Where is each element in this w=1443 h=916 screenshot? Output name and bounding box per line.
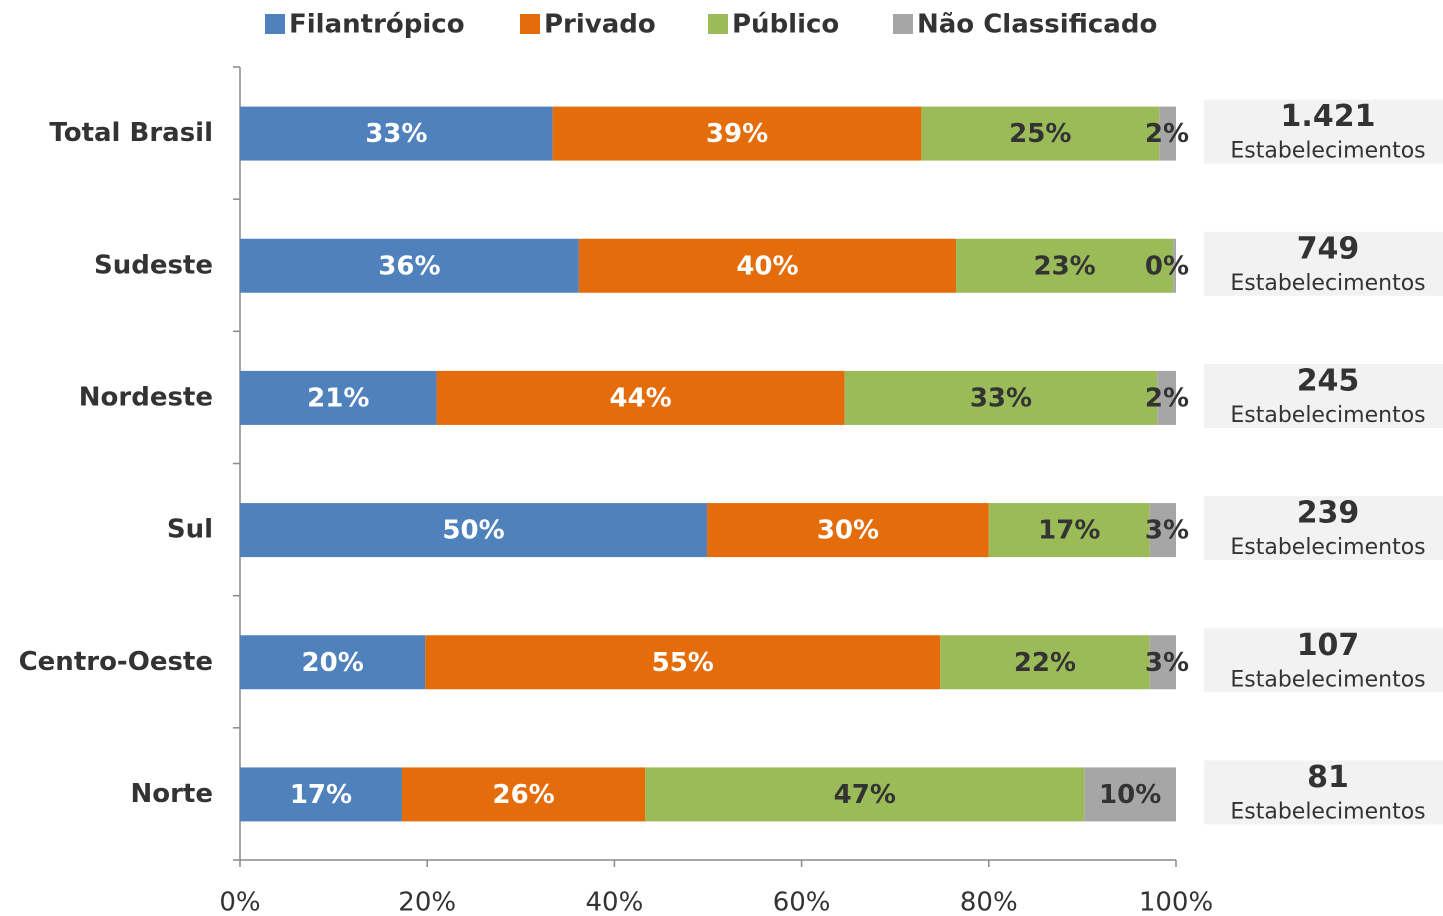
category-label: Sudeste — [94, 250, 213, 280]
total-unit: Estabelecimentos — [1230, 799, 1425, 824]
bar-value-label: 33% — [365, 119, 427, 149]
legend-label: Público — [732, 10, 839, 40]
bar-value-label: 2% — [1145, 383, 1189, 413]
bar-segment — [425, 635, 941, 690]
x-tick-label: 80% — [960, 888, 1018, 916]
total-value: 239 — [1297, 496, 1360, 531]
total-box — [1204, 99, 1443, 164]
bar-segment — [645, 767, 1085, 822]
legend-swatch — [265, 14, 285, 34]
bar-value-label: 2% — [1145, 119, 1189, 149]
bar-segment — [1084, 767, 1176, 822]
bar-segment — [552, 106, 922, 161]
legend-label: Não Classificado — [917, 10, 1157, 40]
bar-segment — [1149, 635, 1176, 690]
bar-value-label: 23% — [1033, 251, 1095, 281]
bar-segment — [921, 106, 1160, 161]
bar-segment — [1159, 106, 1176, 161]
bar-value-label: 40% — [736, 251, 798, 281]
bar-segment — [578, 238, 957, 293]
bar-segment — [436, 370, 845, 425]
bar-value-label: 21% — [307, 383, 369, 413]
category-label: Total Brasil — [49, 118, 213, 148]
legend-label: Filantrópico — [289, 10, 465, 40]
bar-segment — [240, 635, 426, 690]
x-tick-label: 40% — [586, 888, 644, 916]
bar-segment — [956, 238, 1174, 293]
bar-value-label: 10% — [1099, 780, 1161, 810]
total-value: 81 — [1307, 760, 1349, 795]
total-unit: Estabelecimentos — [1230, 535, 1425, 560]
bar-value-label: 33% — [970, 383, 1032, 413]
bar-value-label: 26% — [492, 780, 554, 810]
bar-segment — [240, 503, 708, 558]
x-tick-label: 100% — [1139, 888, 1213, 916]
bar-value-label: 3% — [1145, 516, 1189, 546]
total-box — [1204, 363, 1443, 428]
bar-value-label: 47% — [834, 780, 896, 810]
total-value: 107 — [1297, 628, 1360, 663]
legend-swatch — [893, 14, 913, 34]
bar-value-label: 55% — [652, 648, 714, 678]
bar-value-label: 17% — [290, 780, 352, 810]
category-label: Centro-Oeste — [19, 647, 213, 677]
bar-segment — [240, 370, 437, 425]
x-tick-label: 0% — [219, 888, 260, 916]
bar-value-label: 30% — [817, 516, 879, 546]
total-value: 749 — [1297, 231, 1360, 266]
legend-swatch — [520, 14, 540, 34]
category-label: Sul — [167, 515, 213, 545]
bar-segment — [844, 370, 1158, 425]
bar-segment — [240, 106, 553, 161]
bar-value-label: 0% — [1145, 251, 1189, 281]
bar-segment — [240, 238, 579, 293]
bar-value-label: 17% — [1038, 516, 1100, 546]
total-box — [1204, 760, 1443, 825]
bar-segment — [240, 767, 402, 822]
total-unit: Estabelecimentos — [1230, 271, 1425, 296]
bar-value-label: 20% — [302, 648, 364, 678]
bar-value-label: 44% — [609, 383, 671, 413]
bar-value-label: 25% — [1009, 119, 1071, 149]
total-unit: Estabelecimentos — [1230, 403, 1425, 428]
bar-segment — [707, 503, 989, 558]
x-tick-label: 60% — [773, 888, 831, 916]
bar-value-label: 39% — [706, 119, 768, 149]
bar-value-label: 50% — [442, 516, 504, 546]
bar-value-label: 36% — [378, 251, 440, 281]
total-value: 245 — [1297, 363, 1360, 398]
bar-segment — [1149, 503, 1176, 558]
category-label: Nordeste — [79, 382, 213, 412]
total-box — [1204, 628, 1443, 693]
total-unit: Estabelecimentos — [1230, 139, 1425, 164]
category-label: Norte — [130, 779, 213, 809]
total-box — [1204, 231, 1443, 296]
bar-segment — [940, 635, 1150, 690]
bar-value-label: 22% — [1014, 648, 1076, 678]
bar-segment — [1157, 370, 1176, 425]
total-value: 1.421 — [1281, 99, 1376, 134]
total-unit: Estabelecimentos — [1230, 667, 1425, 692]
total-box — [1204, 496, 1443, 561]
legend-label: Privado — [544, 10, 656, 40]
bar-segment — [1173, 238, 1176, 293]
bar-segment — [988, 503, 1150, 558]
legend-swatch — [708, 14, 728, 34]
bar-segment — [401, 767, 646, 822]
x-tick-label: 20% — [398, 888, 456, 916]
bar-value-label: 3% — [1145, 648, 1189, 678]
